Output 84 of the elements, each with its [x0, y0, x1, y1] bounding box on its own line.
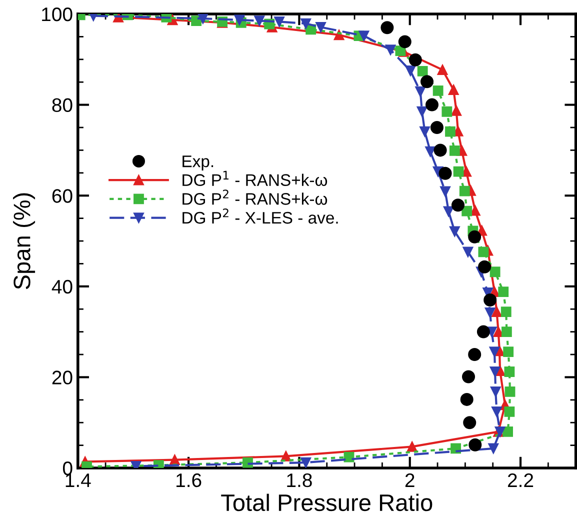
point [417, 66, 428, 76]
legend-label: Exp. [182, 156, 214, 171]
point [490, 386, 501, 397]
point [438, 166, 452, 180]
point [492, 406, 502, 417]
point [442, 106, 452, 117]
x-tick-label: 2 [405, 473, 414, 487]
point [478, 260, 492, 274]
legend-label: DG P$^{2}$ - RANS+k-ω [182, 190, 328, 205]
y-tick-label: 40 [52, 280, 72, 294]
point [406, 441, 418, 452]
y-tick-label: 60 [52, 189, 72, 203]
point [358, 30, 370, 41]
point [451, 198, 464, 212]
point [430, 120, 444, 134]
legend-label: DG P$^{2}$ - X-LES - ave. [182, 208, 338, 224]
point [463, 416, 476, 430]
point [484, 308, 496, 318]
point [395, 46, 406, 56]
point [420, 75, 434, 88]
point [234, 14, 245, 26]
y-axis-title: Span (%) [13, 193, 36, 290]
point [316, 22, 326, 32]
point [300, 18, 312, 29]
point [500, 306, 512, 318]
point [385, 44, 396, 56]
point [425, 98, 438, 112]
x-tick-label: 1.8 [287, 473, 312, 488]
point [462, 246, 474, 258]
point [408, 53, 422, 66]
point [504, 406, 515, 417]
point [443, 206, 454, 217]
y-tick-label: 20 [52, 370, 72, 384]
point [398, 35, 412, 48]
point [462, 206, 472, 216]
legend-label: DG P$^{1}$ - RANS+k-ω [182, 170, 328, 186]
point [198, 14, 208, 24]
point [462, 370, 476, 384]
point [451, 105, 462, 116]
x-axis-title: Total Pressure Ratio [221, 494, 432, 512]
point [449, 145, 460, 156]
point [425, 146, 436, 157]
point [344, 452, 354, 462]
point [489, 346, 500, 357]
point [459, 186, 470, 196]
point [501, 326, 512, 338]
point [449, 226, 460, 237]
y-tick-label: 0 [62, 461, 72, 476]
y-tick-label: 80 [52, 98, 72, 112]
point [504, 366, 515, 377]
x-tick-label: 2.2 [508, 473, 534, 487]
point [468, 348, 482, 362]
point [503, 346, 514, 357]
point [502, 426, 513, 437]
point [478, 246, 489, 258]
point [380, 21, 394, 34]
point [460, 392, 474, 406]
x-tick-label: 1.4 [66, 474, 91, 487]
point [405, 66, 416, 76]
point [440, 186, 450, 197]
point [498, 286, 509, 298]
point [492, 306, 502, 318]
point [434, 144, 447, 157]
point [504, 386, 516, 397]
point [274, 16, 284, 27]
point [420, 126, 430, 137]
point [445, 126, 456, 137]
point [415, 86, 426, 97]
point [488, 443, 499, 454]
point [416, 106, 428, 117]
point [432, 86, 444, 96]
point [468, 230, 482, 244]
point [448, 84, 459, 96]
point [476, 325, 490, 338]
point [300, 457, 312, 468]
y-tick-label: 100 [42, 7, 72, 22]
point [468, 438, 482, 452]
point [437, 64, 448, 76]
point [254, 16, 265, 26]
x-tick-label: 1.6 [176, 473, 202, 488]
point [484, 294, 497, 307]
point [453, 166, 464, 177]
point [490, 366, 500, 377]
point [490, 266, 500, 278]
